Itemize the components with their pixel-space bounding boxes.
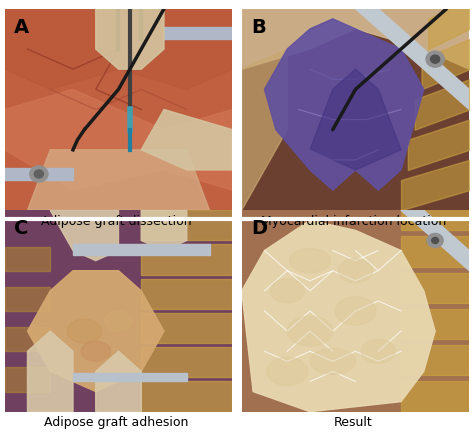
Ellipse shape xyxy=(270,279,304,303)
Ellipse shape xyxy=(335,297,376,325)
Text: Adipose graft adhesion: Adipose graft adhesion xyxy=(44,416,188,429)
Polygon shape xyxy=(242,9,469,69)
Ellipse shape xyxy=(361,339,395,364)
Polygon shape xyxy=(401,273,469,303)
Ellipse shape xyxy=(81,341,110,361)
Polygon shape xyxy=(5,247,50,271)
Polygon shape xyxy=(242,210,469,412)
Polygon shape xyxy=(141,381,232,412)
Ellipse shape xyxy=(430,55,440,63)
Polygon shape xyxy=(401,309,469,339)
Polygon shape xyxy=(5,9,232,210)
Text: B: B xyxy=(251,18,266,36)
Text: C: C xyxy=(14,219,28,238)
Bar xyxy=(73,374,187,381)
Polygon shape xyxy=(96,9,164,69)
Ellipse shape xyxy=(310,348,356,374)
Ellipse shape xyxy=(427,233,443,247)
Ellipse shape xyxy=(338,258,373,283)
Polygon shape xyxy=(27,331,73,412)
Bar xyxy=(164,27,232,39)
Text: D: D xyxy=(251,219,267,238)
Text: Myocardial infarction location: Myocardial infarction location xyxy=(261,215,446,228)
Polygon shape xyxy=(5,9,232,89)
Polygon shape xyxy=(141,347,232,378)
Ellipse shape xyxy=(30,166,48,182)
Polygon shape xyxy=(141,279,232,309)
Polygon shape xyxy=(401,345,469,375)
Polygon shape xyxy=(141,110,232,170)
Bar xyxy=(5,168,73,180)
Polygon shape xyxy=(5,89,232,190)
Polygon shape xyxy=(5,367,50,392)
Polygon shape xyxy=(242,9,469,210)
Polygon shape xyxy=(242,220,435,412)
Polygon shape xyxy=(401,237,469,267)
Polygon shape xyxy=(401,200,469,230)
Ellipse shape xyxy=(432,237,438,244)
Polygon shape xyxy=(264,19,424,190)
Text: Adipose graft dissection: Adipose graft dissection xyxy=(41,215,191,228)
Ellipse shape xyxy=(426,51,444,67)
Polygon shape xyxy=(50,210,119,261)
Polygon shape xyxy=(356,9,469,110)
Ellipse shape xyxy=(290,248,330,273)
Polygon shape xyxy=(5,327,50,351)
Ellipse shape xyxy=(105,311,132,331)
Ellipse shape xyxy=(267,357,308,385)
Text: Result: Result xyxy=(334,416,373,429)
Polygon shape xyxy=(141,313,232,343)
Ellipse shape xyxy=(287,316,333,346)
Text: A: A xyxy=(14,18,29,36)
Bar xyxy=(73,244,210,254)
Polygon shape xyxy=(310,69,401,170)
Polygon shape xyxy=(27,271,164,392)
Polygon shape xyxy=(401,381,469,412)
Polygon shape xyxy=(401,210,469,271)
Polygon shape xyxy=(27,150,210,210)
Ellipse shape xyxy=(34,170,44,178)
Ellipse shape xyxy=(67,319,101,343)
Polygon shape xyxy=(5,287,50,311)
Polygon shape xyxy=(242,49,287,210)
Polygon shape xyxy=(141,210,187,251)
Polygon shape xyxy=(5,210,232,412)
Polygon shape xyxy=(96,351,141,412)
Polygon shape xyxy=(141,244,232,275)
Polygon shape xyxy=(141,210,232,240)
